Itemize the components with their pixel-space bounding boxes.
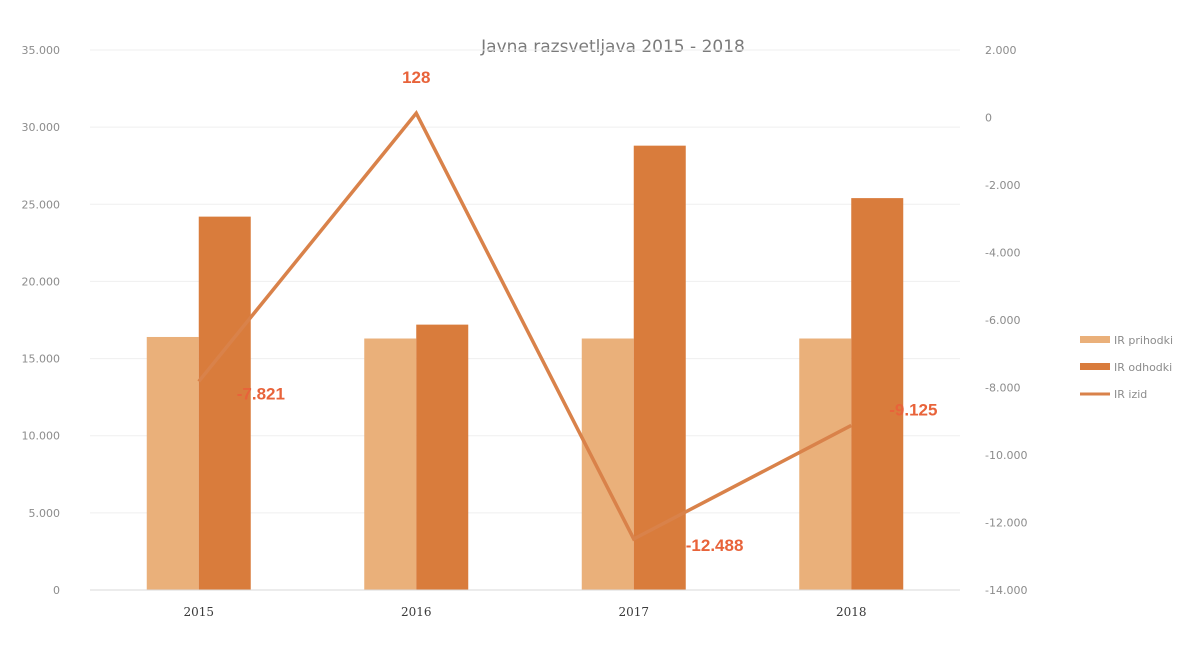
y-tick-label: 5.000 xyxy=(29,507,61,520)
x-tick-label: 2018 xyxy=(836,605,867,619)
y-tick-label: 30.000 xyxy=(22,121,61,134)
legend: IR prihodki IR odhodki IR izid xyxy=(1080,334,1173,401)
y2-tick-label: -10.000 xyxy=(985,449,1027,462)
data-label: -12.488 xyxy=(686,536,744,555)
y-tick-label: 10.000 xyxy=(22,430,61,443)
y2-tick-label: -2.000 xyxy=(985,179,1020,192)
y-tick-label: 20.000 xyxy=(22,275,61,288)
y-axis-left: 0 5.000 10.000 15.000 20.000 25.000 30.000 35.0… xyxy=(22,44,61,597)
bar-ir-odhodki xyxy=(416,324,469,590)
y2-tick-label: -4.000 xyxy=(985,247,1020,260)
y2-tick-label: -12.000 xyxy=(985,517,1027,530)
x-tick-label: 2016 xyxy=(401,605,432,619)
x-tick-label: 2017 xyxy=(618,605,649,619)
y2-tick-label: -8.000 xyxy=(985,382,1020,395)
data-labels: -7.821 128 -12.488 -9.125 xyxy=(237,68,938,555)
data-label: 128 xyxy=(402,68,430,87)
y-tick-label: 15.000 xyxy=(22,353,61,366)
line-series xyxy=(197,109,853,542)
bars xyxy=(146,145,904,590)
line-ir-izid xyxy=(197,109,853,542)
legend-swatch xyxy=(1080,363,1110,370)
y2-tick-label: 0 xyxy=(985,112,992,125)
legend-label: IR prihodki xyxy=(1114,334,1173,347)
y-tick-label: 25.000 xyxy=(22,198,61,211)
bar-ir-odhodki xyxy=(198,216,251,590)
bar-ir-prihodki xyxy=(146,336,199,590)
y-axis-right: -14.000 -12.000 -10.000 -8.000 -6.000 -4.000 -… xyxy=(985,44,1027,597)
bar-ir-prihodki xyxy=(364,338,417,590)
legend-label: IR odhodki xyxy=(1114,361,1172,374)
y-tick-label: 0 xyxy=(53,584,60,597)
bar-ir-odhodki xyxy=(633,145,686,590)
data-label: -9.125 xyxy=(889,400,937,419)
chart-title: Javna razsvetljava 2015 - 2018 xyxy=(480,37,745,57)
bar-ir-odhodki xyxy=(851,198,904,590)
y2-tick-label: -14.000 xyxy=(985,584,1027,597)
y-tick-label: 35.000 xyxy=(22,44,61,57)
y2-tick-label: 2.000 xyxy=(985,44,1017,57)
bar-ir-prihodki xyxy=(581,338,634,590)
legend-swatch xyxy=(1080,336,1110,343)
bar-ir-prihodki xyxy=(799,338,852,590)
x-tick-label: 2015 xyxy=(183,605,214,619)
x-axis: 2015 2016 2017 2018 xyxy=(90,589,960,619)
legend-label: IR izid xyxy=(1114,388,1147,401)
data-label: -7.821 xyxy=(237,384,285,403)
y2-tick-label: -6.000 xyxy=(985,314,1020,327)
